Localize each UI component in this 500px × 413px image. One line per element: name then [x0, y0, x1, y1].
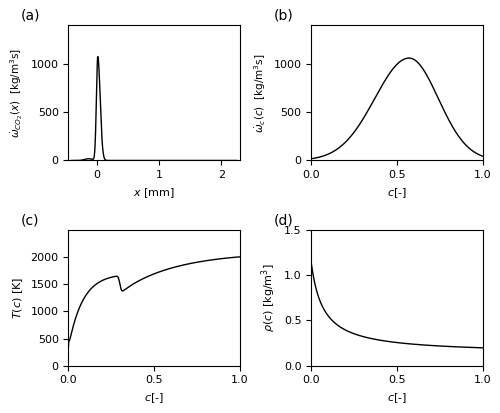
- Y-axis label: $T(c)$ [K]: $T(c)$ [K]: [12, 277, 25, 319]
- Text: (a): (a): [20, 9, 40, 23]
- Text: (c): (c): [20, 214, 39, 228]
- Y-axis label: $\dot{\omega}_c(c)$  [kg/m$^3$s]: $\dot{\omega}_c(c)$ [kg/m$^3$s]: [252, 53, 268, 133]
- Y-axis label: $\dot{\omega}_{CO_2}(x)$  [kg/m$^3$s]: $\dot{\omega}_{CO_2}(x)$ [kg/m$^3$s]: [8, 48, 25, 138]
- X-axis label: $c$[-]: $c$[-]: [387, 186, 407, 199]
- Text: (d): (d): [274, 214, 293, 228]
- Y-axis label: $\rho(c)$ [kg/m$^3$]: $\rho(c)$ [kg/m$^3$]: [260, 263, 278, 332]
- X-axis label: $x$ [mm]: $x$ [mm]: [134, 186, 175, 199]
- X-axis label: $c$[-]: $c$[-]: [387, 391, 407, 405]
- Text: (b): (b): [274, 9, 293, 23]
- X-axis label: $c$[-]: $c$[-]: [144, 391, 164, 405]
